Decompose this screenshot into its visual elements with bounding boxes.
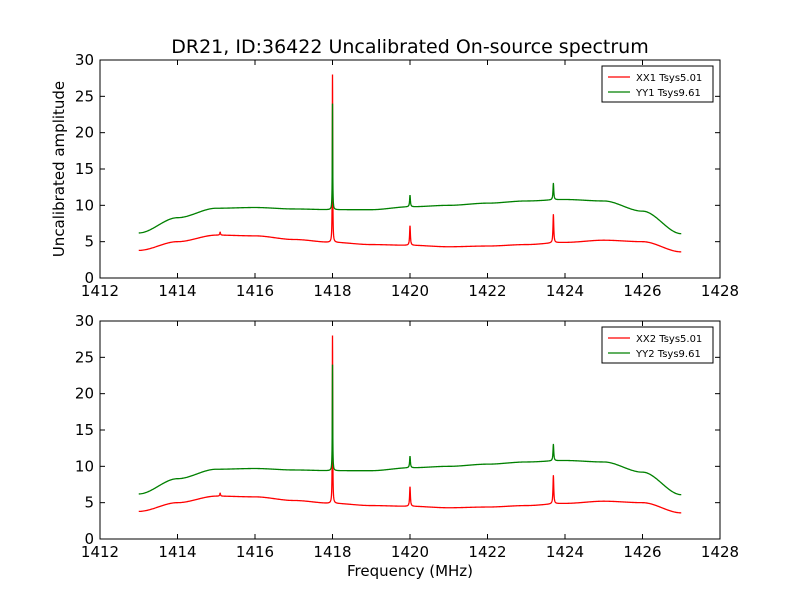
y-tick-label: 10 (75, 457, 94, 475)
x-tick-label: 1426 (623, 282, 661, 300)
bottom-panel: 1412 1414 1416 1418 1420 1422 1424 1426 1428 0 5 10… (75, 312, 739, 580)
y-tick-label: 30 (75, 312, 94, 330)
x-tick-label: 1428 (701, 282, 739, 300)
y-tick-label: 5 (84, 233, 94, 251)
legend-box (601, 65, 714, 103)
x-axis-label: Frequency (MHz) (347, 562, 473, 580)
x-tick-label: 1412 (81, 543, 119, 561)
x-tick-label: 1424 (546, 282, 584, 300)
y-tick-label: 20 (75, 385, 94, 403)
y-tick-label: 15 (75, 160, 94, 178)
legend: XX2 Tsys5.01 YY2 Tsys9.61 (601, 326, 714, 364)
x-tick-label: 1424 (546, 543, 584, 561)
x-tick-label: 1420 (391, 543, 429, 561)
x-tick-label: 1414 (158, 543, 196, 561)
y-tick-label: 20 (75, 124, 94, 142)
top-panel: 1412 1414 1416 1418 1420 1422 1424 1426 1428 0 5 10… (50, 51, 739, 300)
legend: XX1 Tsys5.01 YY1 Tsys9.61 (601, 65, 714, 103)
legend-box (601, 326, 714, 364)
legend-entry: YY1 Tsys9.61 (635, 88, 701, 99)
plot-area (138, 74, 682, 253)
plot-area (138, 335, 682, 514)
x-tick-label: 1418 (313, 543, 351, 561)
legend-entry: XX2 Tsys5.01 (636, 334, 702, 345)
y-tick-label: 5 (84, 494, 94, 512)
x-tick-label: 1422 (468, 543, 506, 561)
x-tick-label: 1416 (236, 282, 274, 300)
x-tick-label: 1420 (391, 282, 429, 300)
x-tick-label: 1422 (468, 282, 506, 300)
legend-entry: YY2 Tsys9.61 (635, 349, 701, 360)
y-tick-label: 0 (84, 530, 94, 548)
y-tick-label: 15 (75, 421, 94, 439)
y-tick-label: 25 (75, 348, 94, 366)
x-tick-label: 1414 (158, 282, 196, 300)
x-tick-label: 1416 (236, 543, 274, 561)
x-tick-label: 1412 (81, 282, 119, 300)
series-line-xx1 (138, 74, 682, 253)
y-tick-label: 25 (75, 87, 94, 105)
series-line-yy1 (138, 103, 682, 235)
series-line-xx2 (138, 335, 682, 514)
legend-entry: XX1 Tsys5.01 (636, 73, 702, 84)
y-axis-label: Uncalibrated amplitude (50, 81, 68, 257)
y-tick-label: 10 (75, 196, 94, 214)
x-tick-label: 1426 (623, 543, 661, 561)
x-tick-label: 1428 (701, 543, 739, 561)
x-tick-label: 1418 (313, 282, 351, 300)
y-tick-label: 30 (75, 51, 94, 69)
series-line-yy2 (138, 364, 682, 496)
y-tick-label: 0 (84, 269, 94, 287)
chart-title: DR21, ID:36422 Uncalibrated On-source sp… (171, 36, 648, 58)
